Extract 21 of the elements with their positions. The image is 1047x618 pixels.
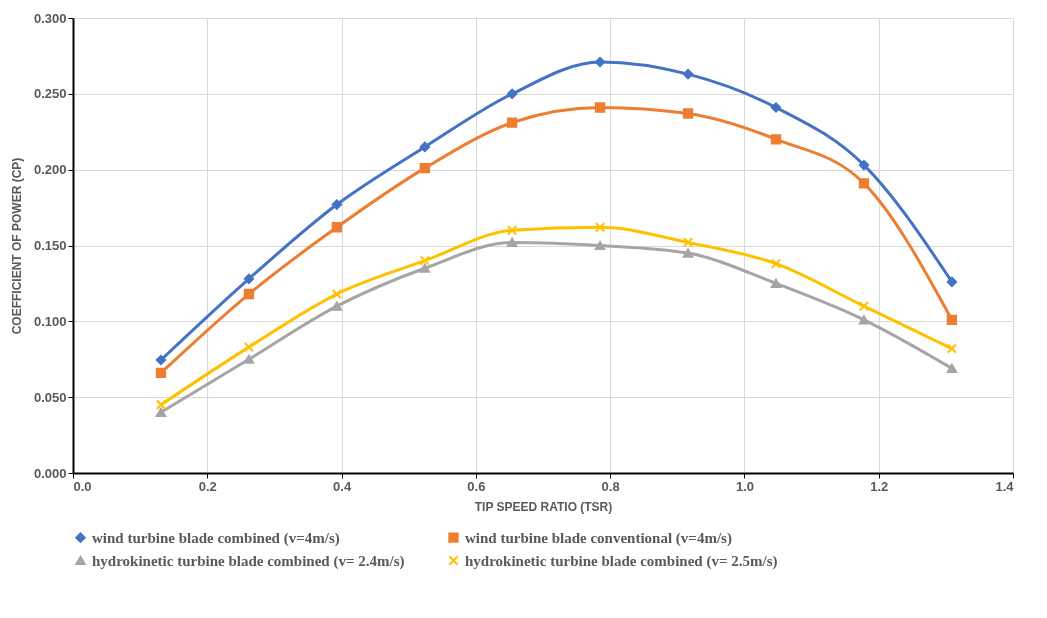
legend-label: hydrokinetic turbine blade combined (v= 2.4m/s)	[92, 552, 405, 570]
x-tick-label: 0.2	[198, 478, 217, 494]
x-tick-label: 1.0	[735, 478, 754, 494]
y-tick-label: 0.050	[33, 389, 67, 405]
legend-label: wind turbine blade conventional (v=4m/s)	[465, 529, 732, 547]
y-tick-label: 0.000	[33, 465, 67, 481]
y-tick-label: 0.150	[33, 238, 67, 253]
y-tick-label: 0.250	[33, 86, 67, 102]
x-tick-label: 1.4	[995, 478, 1015, 494]
y-tick-label: 0.200	[33, 162, 67, 178]
x-axis-title: TIP SPEED RATIO (TSR)	[474, 499, 613, 514]
legend-label: hydrokinetic turbine blade combined (v= 2.5m/s)	[465, 552, 778, 570]
x-tick-label: 0.6	[467, 478, 486, 494]
x-tick-label: 0.0	[73, 478, 92, 494]
y-axis-title: COEFFICIENT OF POWER (CP)	[9, 157, 24, 335]
x-tick-label: 1.2	[870, 478, 889, 494]
x-tick-label: 0.8	[601, 478, 620, 494]
y-tick-label: 0.300	[33, 10, 67, 26]
x-tick-label: 0.4	[333, 478, 352, 494]
legend-label: wind turbine blade combined (v=4m/s)	[92, 529, 340, 547]
y-tick-label: 0.100	[33, 313, 67, 329]
